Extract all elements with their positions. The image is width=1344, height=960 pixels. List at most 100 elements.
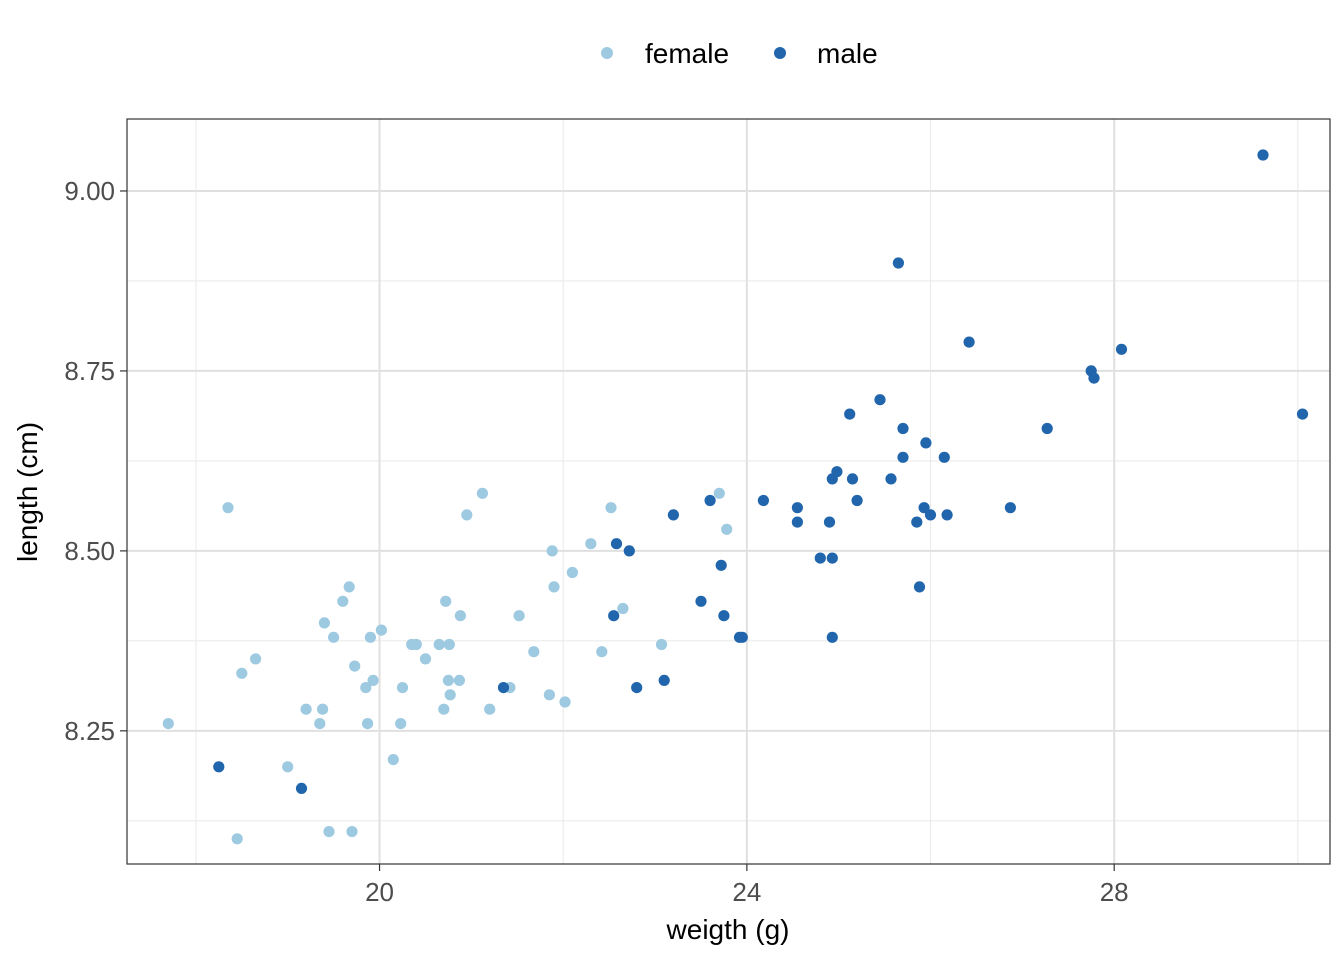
point-female (395, 718, 407, 730)
point-female (721, 523, 733, 535)
point-male (623, 545, 635, 557)
legend-label-female: female (645, 38, 729, 69)
point-female (360, 682, 372, 694)
point-male (757, 494, 770, 507)
y-axis-ticks: 8.25 8.50 8.75 9.00 (64, 176, 127, 746)
x-tick-label: 28 (1100, 877, 1129, 907)
point-female (250, 653, 262, 665)
point-female (323, 826, 335, 838)
legend-label-male: male (817, 38, 878, 69)
point-male (941, 509, 953, 521)
point-male (885, 473, 897, 485)
x-axis-title: weigth (g) (666, 914, 790, 945)
point-female (454, 610, 466, 622)
point-female (440, 595, 452, 607)
point-female (546, 545, 558, 557)
point-male (823, 516, 836, 528)
point-female (543, 689, 556, 701)
point-male (851, 494, 863, 507)
point-female (461, 509, 473, 521)
point-female (318, 617, 330, 629)
point-male (667, 509, 680, 521)
point-male (826, 552, 838, 564)
point-male (913, 581, 926, 593)
point-male (826, 631, 838, 643)
legend: female male (601, 38, 878, 69)
point-female (513, 610, 525, 622)
point-male (963, 336, 975, 348)
point-female (444, 689, 456, 701)
point-male (1257, 149, 1269, 161)
point-male (831, 466, 843, 478)
point-female (300, 703, 312, 715)
plot-panel (127, 119, 1330, 864)
point-female (484, 703, 496, 715)
point-female (396, 682, 409, 694)
point-male (791, 502, 804, 514)
point-female (337, 595, 349, 607)
point-female (443, 638, 455, 651)
point-female (343, 581, 355, 593)
point-female (317, 703, 329, 715)
point-male (814, 552, 826, 564)
point-female (231, 833, 243, 845)
point-female (222, 502, 234, 514)
point-female (419, 653, 432, 665)
point-female (236, 667, 248, 679)
point-male (920, 437, 932, 449)
y-tick-label: 8.25 (64, 716, 115, 746)
data-points (162, 149, 1309, 845)
point-male (1088, 372, 1100, 384)
y-axis-title: length (cm) (12, 422, 43, 562)
point-female (349, 660, 361, 672)
point-female (314, 718, 326, 730)
point-female (548, 581, 560, 593)
point-female (713, 487, 725, 499)
point-female (453, 674, 465, 687)
x-tick-label: 24 (732, 877, 761, 907)
minor-grid (127, 119, 1330, 864)
point-female (442, 674, 454, 687)
plot-border (126, 118, 1331, 865)
point-male (695, 595, 707, 607)
point-female (528, 646, 540, 658)
point-female (387, 754, 399, 766)
y-tick-label: 8.75 (64, 356, 115, 386)
point-female (328, 631, 340, 643)
point-male (897, 422, 909, 435)
legend-marker-male (774, 47, 786, 59)
point-female (585, 538, 597, 550)
point-male (892, 257, 905, 269)
x-tick-label: 20 (365, 877, 394, 907)
point-male (874, 394, 886, 406)
point-female (605, 502, 617, 514)
point-male (791, 516, 804, 528)
point-male (938, 451, 950, 463)
point-female (282, 761, 294, 773)
legend-marker-female (601, 47, 613, 59)
point-male (1041, 422, 1053, 435)
point-male (736, 631, 748, 643)
point-female (433, 638, 445, 651)
point-male (610, 538, 623, 550)
point-female (346, 826, 358, 838)
point-female (375, 624, 387, 636)
point-female (438, 703, 450, 715)
point-female (362, 718, 374, 730)
point-male (631, 682, 643, 694)
point-male (213, 761, 225, 773)
point-male (1115, 343, 1128, 355)
point-female (566, 566, 579, 579)
y-tick-label: 8.50 (64, 536, 115, 566)
point-female (559, 696, 571, 708)
point-male (911, 516, 923, 528)
point-male (715, 559, 727, 571)
major-grid (127, 119, 1330, 864)
point-male (497, 682, 510, 694)
point-female (367, 674, 379, 687)
point-female (617, 602, 629, 615)
x-axis-ticks: 20 24 28 (365, 864, 1129, 907)
point-male (718, 610, 730, 622)
point-male (844, 408, 856, 420)
